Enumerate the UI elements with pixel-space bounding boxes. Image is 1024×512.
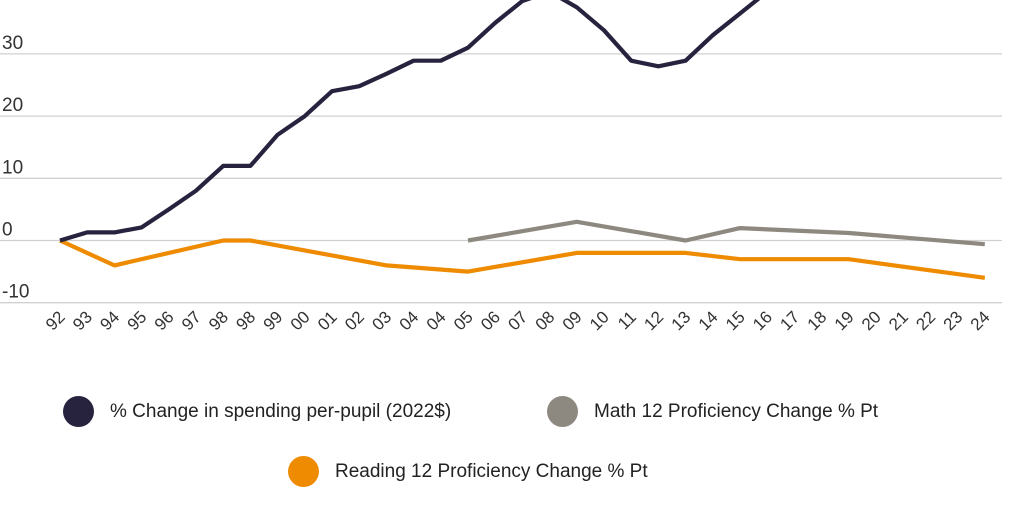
x-tick-label: 98 (232, 307, 259, 334)
x-tick-label: 98 (205, 307, 232, 334)
series-line-math (467, 219, 985, 247)
x-tick-label: 97 (178, 307, 205, 334)
x-tick-label: 19 (831, 307, 858, 334)
x-tick-label: 99 (260, 307, 287, 334)
series-line-spending (59, 0, 761, 243)
x-tick-label: 09 (559, 307, 586, 334)
x-tick-label: 94 (96, 307, 123, 334)
legend-label-math: Math 12 Proficiency Change % Pt (594, 400, 879, 422)
x-tick-label: 04 (396, 307, 423, 334)
x-tick-label: 08 (532, 307, 559, 334)
y-tick-label: 30 (2, 33, 23, 54)
x-tick-label: 06 (477, 307, 504, 334)
legend-label-spending: % Change in spending per-pupil (2022$) (110, 400, 452, 422)
x-tick-label: 18 (804, 307, 831, 334)
legend-item-math: Math 12 Proficiency Change % Pt (547, 396, 878, 427)
x-tick-label: 07 (504, 307, 531, 334)
series-line-reading (59, 238, 986, 280)
x-tick-label: 05 (450, 307, 477, 334)
y-tick-label: -10 (2, 282, 29, 303)
y-tick-label: 0 (2, 220, 13, 241)
x-tick-label: 92 (42, 307, 69, 334)
x-tick-label: 96 (151, 307, 178, 334)
x-tick-label: 00 (287, 307, 314, 334)
legend-marker-spending (63, 396, 94, 427)
x-tick-label: 12 (640, 307, 667, 334)
x-tick-label: 95 (124, 307, 151, 334)
y-tick-label: 20 (2, 95, 23, 116)
x-tick-label: 23 (940, 307, 967, 334)
x-tick-label: 21 (885, 307, 912, 334)
x-tick-label: 22 (912, 307, 939, 334)
legend-item-spending: % Change in spending per-pupil (2022$) (63, 396, 451, 427)
x-tick-label: 10 (586, 307, 613, 334)
x-tick-label: 04 (423, 307, 450, 334)
x-tick-label: 03 (368, 307, 395, 334)
x-tick-label: 01 (314, 307, 341, 334)
legend-marker-reading (288, 456, 319, 487)
x-tick-label: 13 (668, 307, 695, 334)
y-tick-label: 10 (2, 157, 23, 178)
x-tick-label: 93 (69, 307, 96, 334)
x-tick-label: 11 (614, 307, 640, 333)
x-tick-label: 14 (695, 307, 722, 334)
x-tick-label: 02 (341, 307, 368, 334)
x-tick-label: 16 (749, 307, 776, 334)
x-tick-label: 24 (967, 307, 994, 334)
legend-label-reading: Reading 12 Proficiency Change % Pt (335, 460, 648, 482)
x-tick-label: 15 (722, 307, 749, 334)
legend-item-reading: Reading 12 Proficiency Change % Pt (288, 456, 648, 487)
x-tick-label: 20 (858, 307, 885, 334)
legend-marker-math (547, 396, 578, 427)
x-tick-label: 17 (776, 307, 803, 334)
